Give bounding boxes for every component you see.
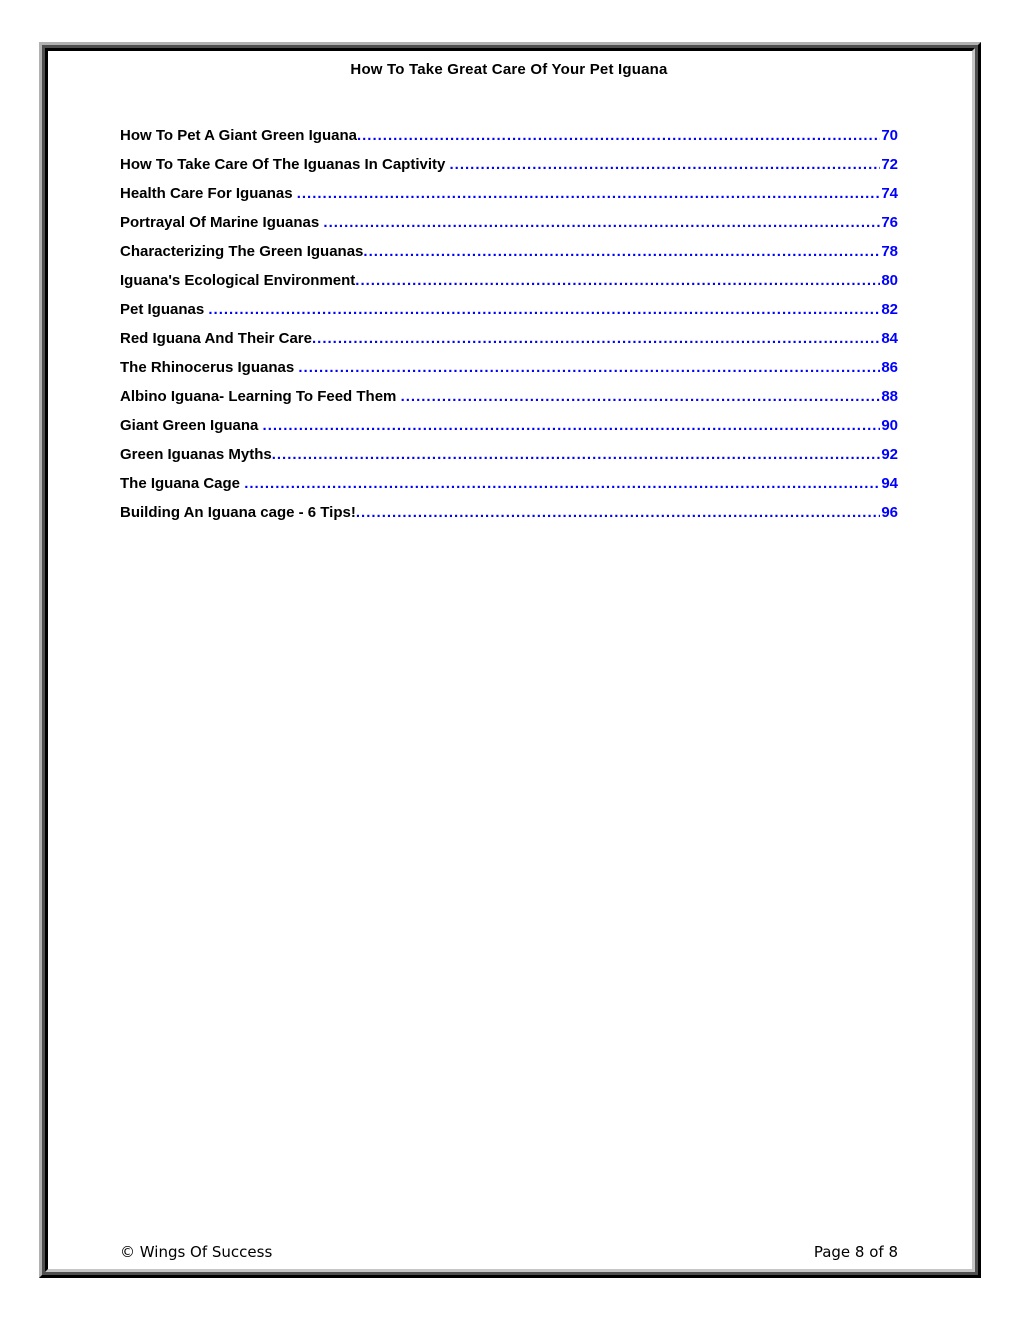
toc-entry[interactable]: Red Iguana And Their Care ..............… bbox=[120, 324, 898, 353]
toc-entry-title: Health Care For Iguanas bbox=[120, 185, 297, 202]
toc-entry[interactable]: Pet Iguanas ............................… bbox=[120, 295, 898, 324]
toc-entry[interactable]: How To Take Care Of The Iguanas In Capti… bbox=[120, 150, 898, 179]
toc-leader-dots: ........................................… bbox=[323, 214, 880, 231]
toc-list: How To Pet A Giant Green Iguana ........… bbox=[120, 121, 898, 527]
toc-entry-title: The Iguana Cage bbox=[120, 475, 245, 492]
document-page: How To Take Great Care Of Your Pet Iguan… bbox=[48, 51, 972, 1269]
toc-leader-dots: ........................................… bbox=[363, 243, 881, 260]
toc-page-number: 88 bbox=[881, 388, 898, 405]
toc-entry[interactable]: Portrayal Of Marine Iguanas ............… bbox=[120, 208, 898, 237]
footer-page-indicator: Page 8 of 8 bbox=[813, 1243, 898, 1261]
toc-page-number: 94 bbox=[881, 475, 898, 492]
page-frame-outer: How To Take Great Care Of Your Pet Iguan… bbox=[39, 42, 981, 1278]
toc-leader-dots: ........................................… bbox=[449, 156, 881, 173]
toc-leader-dots: ........................................… bbox=[296, 185, 881, 202]
toc-entry[interactable]: The Rhinocerus Iguanas .................… bbox=[120, 353, 898, 382]
toc-leader-dots: ........................................… bbox=[400, 388, 881, 405]
toc-entry-title: Characterizing The Green Iguanas bbox=[120, 243, 364, 260]
toc-entry-title: How To Pet A Giant Green Iguana bbox=[120, 127, 357, 144]
toc-page-number: 74 bbox=[881, 185, 898, 202]
toc-leader-dots: ........................................… bbox=[298, 359, 880, 376]
toc-entry[interactable]: Iguana's Ecological Environment ........… bbox=[120, 266, 898, 295]
toc-entry[interactable]: The Iguana Cage ........................… bbox=[120, 469, 898, 498]
toc-leader-dots: ........................................… bbox=[355, 504, 881, 521]
toc-entry[interactable]: Green Iguanas Myths ....................… bbox=[120, 440, 898, 469]
toc-entry-title: Giant Green Iguana bbox=[120, 417, 263, 434]
toc-entry[interactable]: Characterizing The Green Iguanas .......… bbox=[120, 237, 898, 266]
toc-page-number: 96 bbox=[881, 504, 898, 521]
toc-entry-title: Albino Iguana- Learning To Feed Them bbox=[120, 388, 401, 405]
toc-page-number: 86 bbox=[881, 359, 898, 376]
toc-entry[interactable]: Health Care For Iguanas ................… bbox=[120, 179, 898, 208]
footer-copyright: © Wings Of Success bbox=[120, 1243, 273, 1261]
toc-page-number: 84 bbox=[881, 330, 898, 347]
page-footer: © Wings Of Success Page 8 of 8 bbox=[120, 1243, 898, 1261]
toc-entry[interactable]: Building An Iguana cage - 6 Tips! ......… bbox=[120, 498, 898, 527]
toc-page-number: 80 bbox=[881, 272, 898, 289]
toc-entry-title: Iguana's Ecological Environment bbox=[120, 272, 356, 289]
toc-leader-dots: ........................................… bbox=[311, 330, 881, 347]
toc-entry-title: Green Iguanas Myths bbox=[120, 446, 272, 463]
toc-leader-dots: ........................................… bbox=[356, 127, 881, 144]
toc-page-number: 76 bbox=[881, 214, 898, 231]
toc-page-number: 90 bbox=[881, 417, 898, 434]
toc-page-number: 70 bbox=[881, 127, 898, 144]
toc-entry-title: Building An Iguana cage - 6 Tips! bbox=[120, 504, 356, 521]
toc-entry-title: Red Iguana And Their Care bbox=[120, 330, 312, 347]
toc-leader-dots: ........................................… bbox=[262, 417, 881, 434]
toc-entry-title: How To Take Care Of The Iguanas In Capti… bbox=[120, 156, 450, 173]
toc-entry-title: The Rhinocerus Iguanas bbox=[120, 359, 299, 376]
toc-page-number: 78 bbox=[881, 243, 898, 260]
toc-entry[interactable]: Giant Green Iguana .....................… bbox=[120, 411, 898, 440]
toc-page-number: 72 bbox=[881, 156, 898, 173]
toc-page-number: 92 bbox=[881, 446, 898, 463]
toc-entry-title: Portrayal Of Marine Iguanas bbox=[120, 214, 324, 231]
toc-entry[interactable]: How To Pet A Giant Green Iguana ........… bbox=[120, 121, 898, 150]
toc-page-number: 82 bbox=[881, 301, 898, 318]
toc-leader-dots: ........................................… bbox=[244, 475, 880, 492]
toc-leader-dots: ........................................… bbox=[271, 446, 881, 463]
toc-entry[interactable]: Albino Iguana- Learning To Feed Them ...… bbox=[120, 382, 898, 411]
page-frame-bevel: How To Take Great Care Of Your Pet Iguan… bbox=[42, 45, 978, 1275]
toc-entry-title: Pet Iguanas bbox=[120, 301, 209, 318]
toc-leader-dots: ........................................… bbox=[208, 301, 881, 318]
page-frame-inner: How To Take Great Care Of Your Pet Iguan… bbox=[45, 48, 975, 1272]
toc-leader-dots: ........................................… bbox=[355, 272, 881, 289]
page-title: How To Take Great Care Of Your Pet Iguan… bbox=[350, 61, 668, 78]
